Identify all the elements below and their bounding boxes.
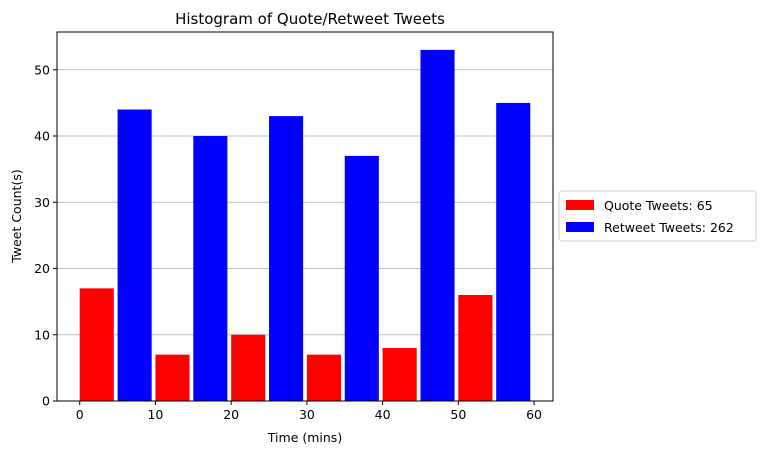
legend-swatch-quote [566,200,594,210]
y-tick-label: 10 [34,327,50,342]
x-tick-label: 20 [223,407,239,422]
plot-frame [56,31,554,402]
bar-retweet [496,102,531,401]
bar-retweet [420,49,455,401]
bar-retweet [344,155,379,401]
bar-quote [382,348,417,401]
y-tick-label: 50 [34,62,50,77]
y-tick-label: 0 [42,394,50,409]
legend-swatch-retweet [566,222,594,232]
y-ticks: 0 10 20 30 40 50 [34,62,57,409]
x-tick-label: 30 [299,407,315,422]
x-tick-label: 60 [526,407,542,422]
x-axis-label: Time (mins) [267,430,342,445]
legend-label-quote: Quote Tweets: 65 [604,198,713,213]
x-tick-label: 10 [147,407,163,422]
y-tick-label: 30 [34,195,50,210]
x-ticks: 0 10 20 30 40 50 60 [76,401,542,422]
bar-quote [458,295,493,401]
bars-layer [79,49,531,402]
bar-quote [306,354,341,401]
x-tick-label: 50 [450,407,466,422]
y-tick-label: 40 [34,129,50,144]
bar-quote [155,354,190,401]
bar-quote [231,334,266,401]
bar-retweet [193,136,228,401]
legend-frame [558,190,757,242]
bar-retweet [269,116,304,402]
bar-quote [79,288,114,401]
legend: Quote Tweets: 65 Retweet Tweets: 262 [558,190,757,242]
legend-label-retweet: Retweet Tweets: 262 [604,220,734,235]
x-tick-label: 40 [375,407,391,422]
bar-retweet [117,109,152,401]
x-tick-label: 0 [76,407,84,422]
y-tick-label: 20 [34,261,50,276]
chart-title: Histogram of Quote/Retweet Tweets [175,10,445,28]
y-axis-label: Tweet Count(s) [9,169,24,263]
